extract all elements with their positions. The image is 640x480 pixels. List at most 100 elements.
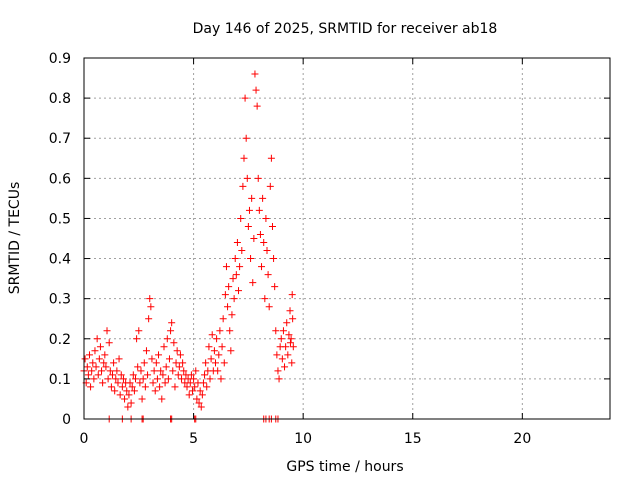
data-point [249,279,257,287]
data-point [94,371,102,379]
data-point [88,367,96,375]
grid-lines [84,58,610,419]
data-point [183,383,191,391]
data-point [93,335,101,343]
data-point [272,327,280,335]
data-point [221,291,229,299]
data-point [230,295,238,303]
data-point [268,222,276,230]
data-point [142,347,150,355]
x-tick-label: 20 [513,431,531,447]
plot-frame [83,57,611,420]
data-point [241,94,249,102]
axis-ticks [83,57,610,420]
data-point [258,263,266,271]
data-point [138,395,146,403]
data-point [256,230,264,238]
data-point [247,255,255,263]
data-point [244,222,252,230]
data-point [121,395,129,403]
data-point [102,363,110,371]
data-point [196,387,204,395]
data-point [100,359,108,367]
data-point [185,391,193,399]
data-point [229,275,237,283]
data-point [192,367,200,375]
y-tick-label: 0.1 [49,372,71,388]
data-point [243,174,251,182]
x-tick-label: 15 [404,431,422,447]
data-point [207,355,215,363]
data-point [212,359,219,367]
data-point [228,311,236,319]
data-point [255,206,263,214]
data-point [155,351,163,359]
data-point [152,359,160,367]
data-point [178,375,186,383]
data-point [95,355,103,363]
data-point [220,359,228,367]
data-point [277,335,285,343]
data-point [135,327,143,335]
data-point [163,335,171,343]
y-tick-label: 0.9 [49,51,71,67]
data-point [284,351,292,359]
y-tick-label: 0.7 [49,131,71,147]
data-point [236,263,244,271]
data-point [238,247,246,255]
data-point [288,359,296,367]
data-point [118,383,126,391]
data-point [159,371,167,379]
data-points [80,70,297,423]
data-point [156,383,164,391]
data-point [128,383,136,391]
data-point [144,371,152,379]
y-tick-label: 0.3 [49,292,71,308]
data-point [90,375,98,383]
data-point [233,239,241,247]
data-point [239,182,247,190]
data-point [283,319,291,327]
data-point [179,359,187,367]
data-point [106,367,114,375]
data-point [225,283,233,291]
data-point [157,367,165,375]
data-point [281,363,289,371]
data-point [187,371,195,379]
data-point [111,387,119,395]
data-point [216,327,224,335]
data-point [245,206,253,214]
data-point [237,214,245,222]
data-point [116,391,124,399]
data-point [205,343,213,351]
data-point [175,363,183,371]
data-point [132,375,140,383]
x-axis-label: GPS time / hours [286,459,403,475]
data-point [199,379,207,387]
data-point [240,154,248,162]
data-point [160,343,168,351]
data-point [210,347,218,355]
data-point [271,283,279,291]
data-point [226,327,234,335]
data-point [125,391,133,399]
data-point [129,371,137,379]
data-point [275,375,283,383]
y-tick-label: 0 [62,412,71,428]
data-point [265,303,273,311]
data-point [289,315,297,323]
data-point [188,387,196,395]
y-tick-label: 0.6 [49,171,71,187]
data-point [96,343,104,351]
data-point [214,367,222,375]
data-point [266,182,274,190]
data-point [99,379,107,387]
data-point [92,363,100,371]
data-point [164,375,172,383]
data-point [89,359,97,367]
data-point [84,371,92,379]
data-point [173,347,181,355]
data-point [264,271,272,279]
data-point [151,387,159,395]
data-point [251,70,259,78]
